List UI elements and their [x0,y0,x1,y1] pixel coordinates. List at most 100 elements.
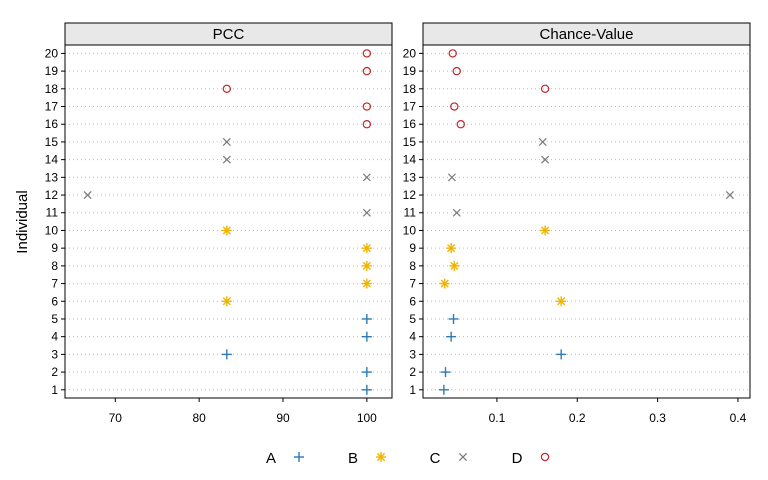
data-point-13 [362,173,371,182]
y-tick-label: 16 [45,117,59,131]
data-point-10 [540,225,551,236]
data-point-7 [439,278,450,289]
data-point-5 [448,313,459,324]
y-tick-label: 2 [409,365,416,379]
y-tick-label: 2 [51,365,58,379]
x-tick-label: 0.3 [649,411,666,425]
data-point-3 [221,349,232,360]
y-tick-label: 19 [403,64,417,78]
legend-label: C [430,450,441,467]
y-tick-label: 7 [409,277,416,291]
y-tick-label: 18 [45,82,59,96]
data-point-20 [362,49,372,58]
data-point-13 [447,173,456,182]
y-tick-label: 3 [51,347,58,361]
legend-label: B [348,450,358,467]
panel-frame [422,44,751,399]
legend-item-C: C [430,450,468,467]
data-point-16 [362,120,372,129]
y-tick-label: 10 [45,223,59,237]
y-axis-title: Individual [14,190,31,253]
data-point-3 [556,349,567,360]
data-point-4 [361,331,372,342]
y-tick-label: 12 [45,188,59,202]
data-point-20 [448,49,457,58]
data-point-14 [541,155,550,164]
y-tick-label: 12 [403,188,417,202]
panel-frame [64,44,393,399]
y-tick-label: 11 [46,206,59,220]
data-point-17 [362,102,372,111]
y-tick-label: 4 [51,330,58,344]
legend-label: A [266,450,276,467]
panel-title: Chance-Value [540,26,634,43]
data-point-1 [438,384,449,395]
y-tick-label: 13 [45,170,59,184]
y-tick-label: 15 [403,135,417,149]
panel-title: PCC [213,26,245,43]
x-tick-label: 0.2 [569,411,586,425]
x-tick-label: 100 [357,411,377,425]
data-point-11 [362,208,371,217]
y-tick-label: 16 [403,117,417,131]
data-point-5 [361,313,372,324]
data-point-9 [361,243,372,254]
data-point-18 [222,84,232,94]
y-tick-label: 14 [403,153,417,167]
y-tick-label: 10 [403,223,417,237]
data-point-8 [361,260,372,271]
data-point-18 [540,84,550,94]
y-tick-label: 8 [409,259,416,273]
legend: A B C D [266,450,550,467]
y-tick-label: 5 [409,312,416,326]
y-tick-label: 14 [45,153,59,167]
y-tick-label: 7 [51,277,58,291]
data-point-19 [362,66,372,76]
y-tick-label: 13 [403,170,417,184]
x-tick-label: 70 [109,411,123,425]
y-tick-label: 1 [51,383,58,397]
legend-marker-C [458,452,468,462]
y-tick-label: 4 [409,330,416,344]
data-point-17 [450,102,459,111]
data-point-12 [725,191,734,200]
data-point-2 [440,367,451,378]
legend-marker-B [376,452,386,462]
y-tick-label: 6 [409,294,416,308]
data-point-2 [361,367,372,378]
data-point-10 [221,225,232,236]
y-tick-label: 5 [51,312,58,326]
legend-item-A: A [266,450,304,467]
y-tick-label: 1 [409,383,416,397]
x-tick-label: 0.1 [489,411,506,425]
y-tick-label: 17 [45,100,59,114]
x-tick-label: 80 [192,411,206,425]
y-tick-label: 17 [403,100,417,114]
panel-1: Chance-Value1234567891011121314151617181… [403,22,751,425]
y-tick-label: 6 [51,294,58,308]
data-point-6 [221,296,232,307]
x-tick-label: 0.4 [730,411,747,425]
legend-item-D: D [512,450,550,467]
y-tick-label: 9 [409,241,416,255]
legend-marker-D [540,452,550,462]
data-point-15 [222,137,231,146]
y-tick-label: 9 [51,241,58,255]
data-point-19 [452,66,461,76]
y-tick-label: 18 [403,82,417,96]
y-tick-label: 3 [409,347,416,361]
y-tick-label: 15 [45,135,59,149]
y-tick-label: 19 [45,64,59,78]
x-tick-label: 90 [276,411,290,425]
legend-item-B: B [348,450,386,467]
data-point-7 [361,278,372,289]
data-point-6 [556,296,567,307]
data-point-8 [449,260,460,271]
y-tick-label: 20 [403,46,417,60]
y-tick-label: 8 [51,259,58,273]
y-tick-label: 20 [45,46,59,60]
data-point-14 [222,155,231,164]
data-point-4 [446,331,457,342]
